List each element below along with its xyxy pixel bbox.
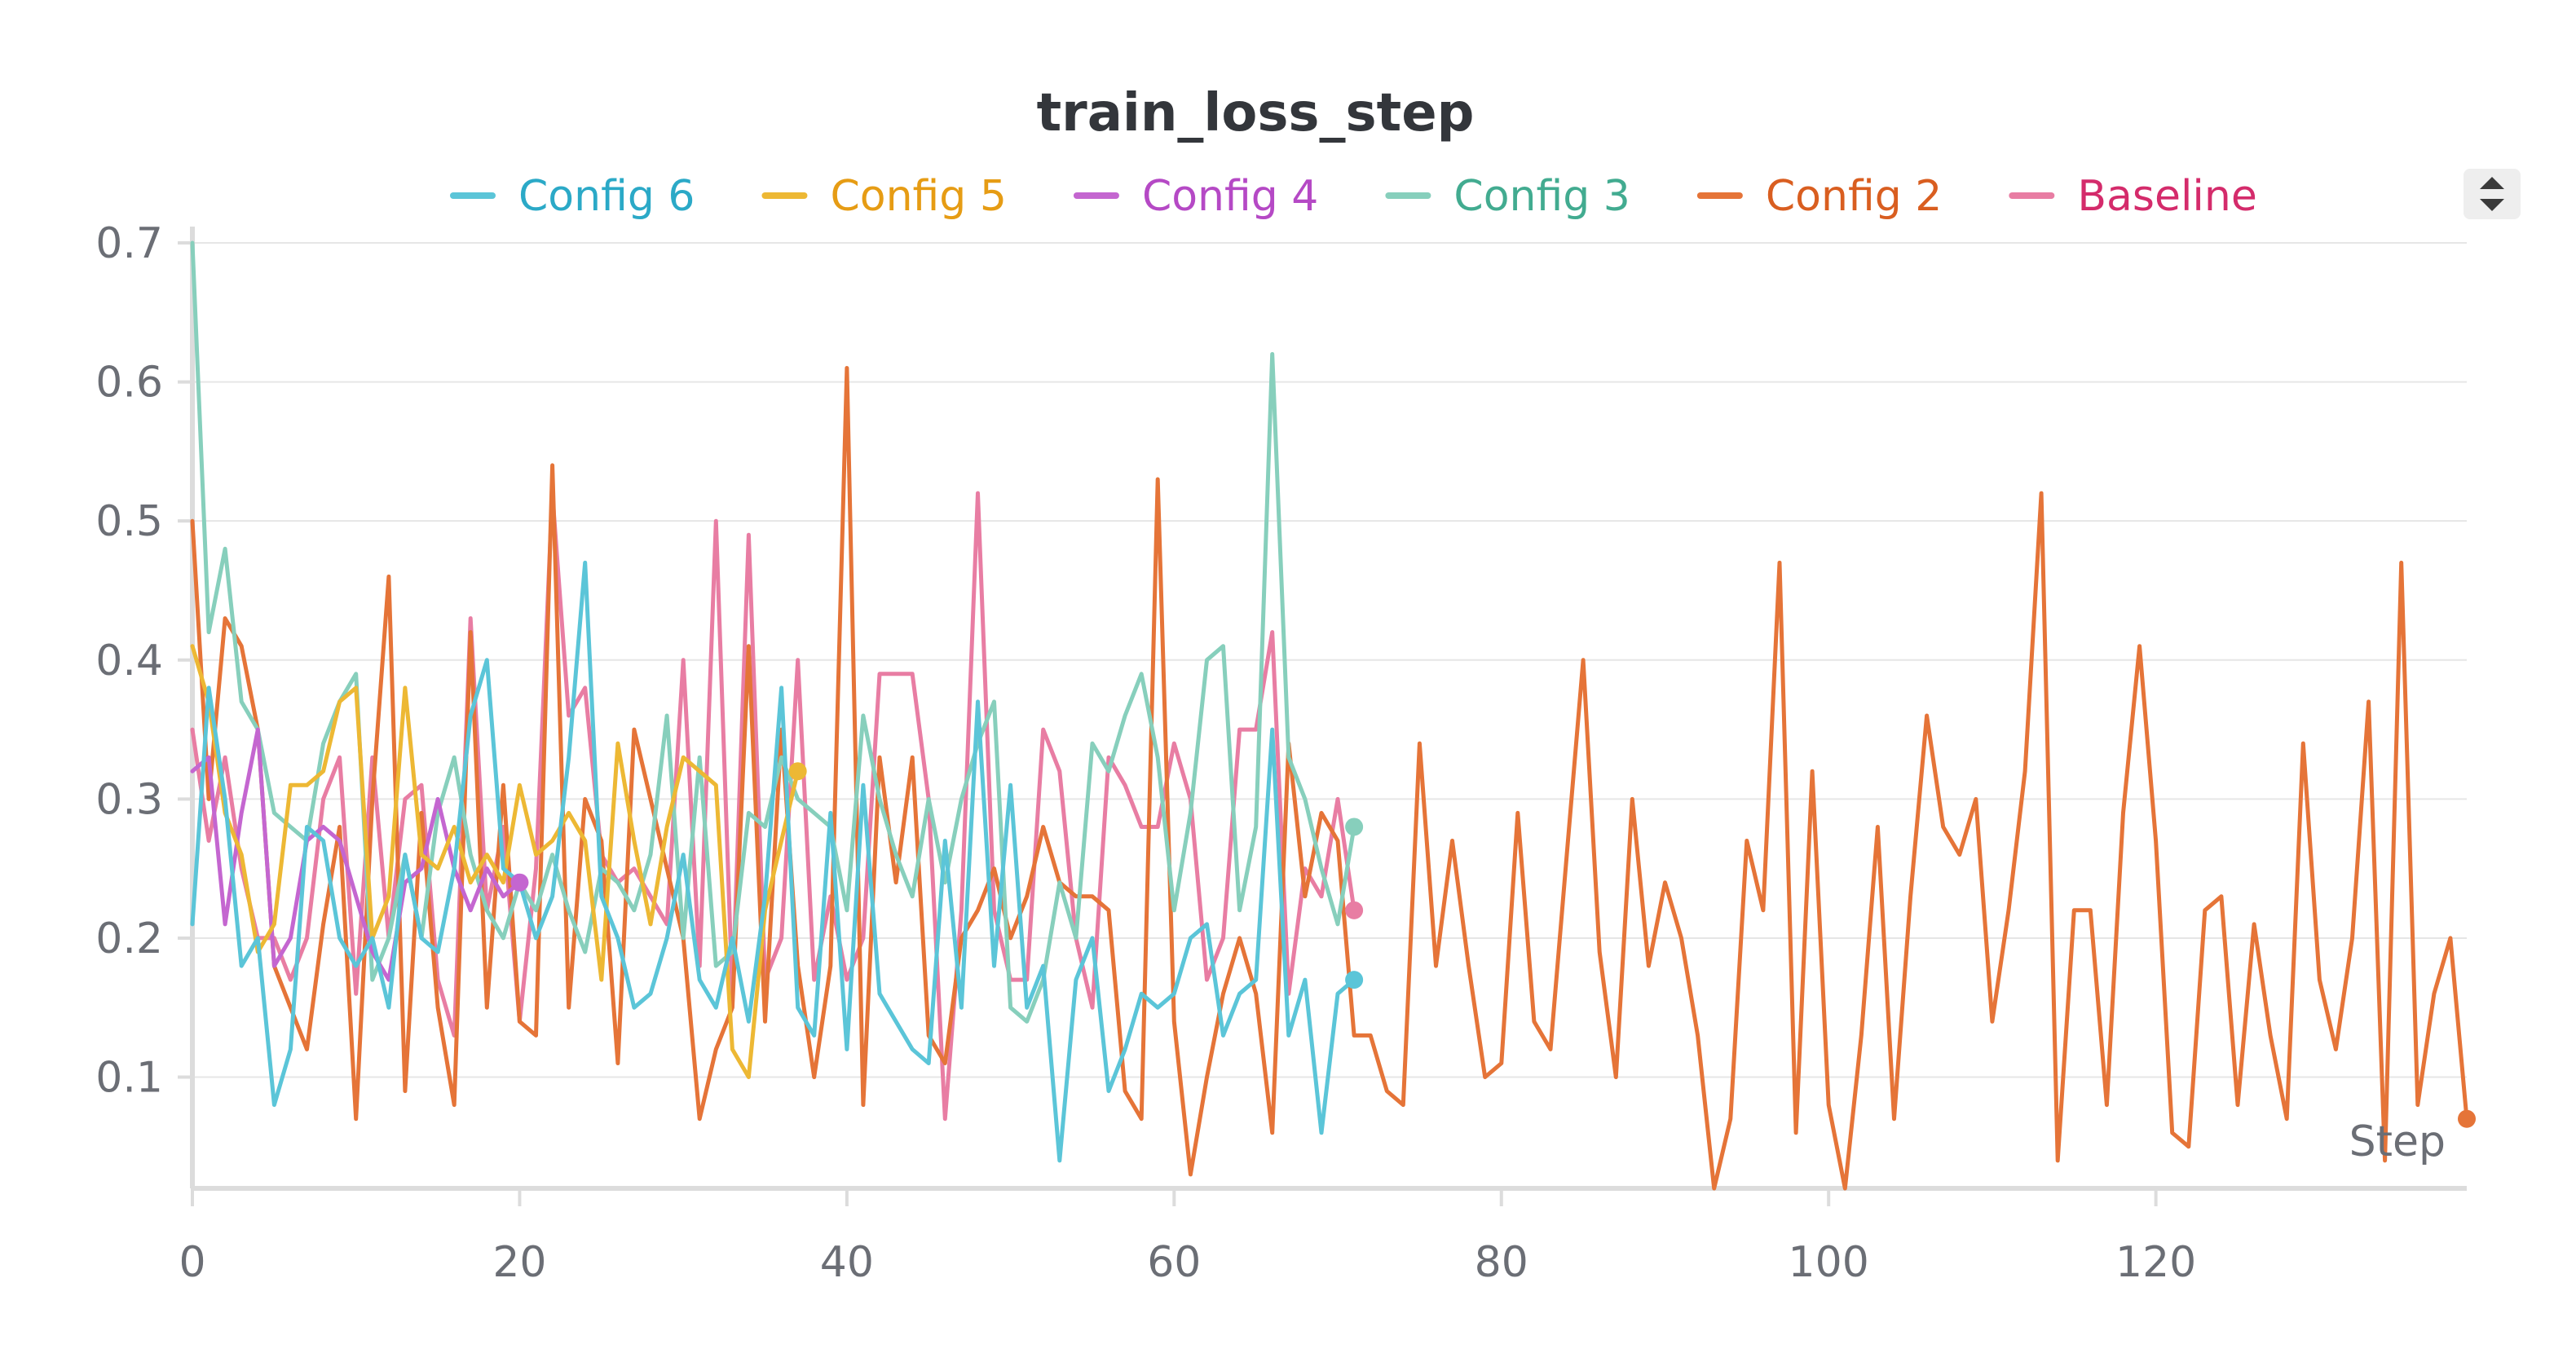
legend-item-baseline[interactable]: Baseline — [2009, 172, 2257, 221]
chevron-up-icon[interactable] — [2480, 177, 2504, 189]
x-tick-label: 20 — [492, 1238, 546, 1287]
legend-label: Config 3 — [1453, 172, 1630, 221]
x-tick-label: 0 — [179, 1238, 205, 1287]
legend-label: Config 5 — [830, 172, 1006, 221]
legend-item-config-3[interactable]: Config 3 — [1385, 172, 1630, 221]
chevron-down-icon[interactable] — [2480, 199, 2504, 211]
y-tick-label: 0.7 — [95, 219, 163, 268]
series-line-config-6 — [190, 560, 1356, 1163]
y-tick-label: 0.1 — [95, 1054, 163, 1103]
series-line-config-5 — [190, 644, 801, 1079]
series-end-point-config-6 — [1345, 971, 1364, 989]
legend-label: Baseline — [2077, 172, 2256, 221]
axes: 0.1 0.2 0.3 0.4 0.5 0.6 0.7 0 20 40 60 80 100 120 — [95, 219, 2467, 1287]
legend-label: Config 2 — [1766, 172, 1942, 221]
grid-lines — [192, 242, 2467, 1078]
y-tick-label: 0.4 — [95, 637, 163, 685]
y-tick-label: 0.2 — [95, 914, 163, 963]
series-end-point-config-4 — [510, 873, 529, 892]
series-end-point-config-5 — [788, 762, 807, 781]
legend-label: Config 6 — [518, 172, 695, 221]
y-tick-label: 0.3 — [95, 775, 163, 824]
x-tick-label: 60 — [1147, 1238, 1201, 1287]
legend-label: Config 4 — [1142, 172, 1318, 221]
legend-item-config-4[interactable]: Config 4 — [1073, 172, 1318, 221]
legend-item-config-6[interactable]: Config 6 — [450, 172, 695, 221]
series-line-config-2 — [190, 366, 2469, 1191]
series-end-point-baseline — [1345, 901, 1364, 919]
x-tick-label: 40 — [820, 1238, 874, 1287]
legend-scroll-toggle-background[interactable] — [2464, 169, 2521, 219]
series-line-config-4 — [190, 727, 522, 982]
legend-item-config-5[interactable]: Config 5 — [761, 172, 1007, 221]
legend-scroll-toggle[interactable] — [2464, 169, 2521, 219]
chart-title: train_loss_step — [1037, 83, 1475, 143]
x-axis-title: Step — [2349, 1117, 2446, 1166]
legend: Config 6 Config 5 Config 4 Config 3 Config 2… — [450, 172, 2257, 221]
x-tick-label: 100 — [1789, 1238, 1869, 1287]
legend-item-config-2[interactable]: Config 2 — [1696, 172, 1942, 221]
series-end-point-config-2 — [2458, 1109, 2476, 1128]
y-tick-label: 0.5 — [95, 497, 163, 546]
x-tick-label: 120 — [2115, 1238, 2196, 1287]
series-end-point-config-3 — [1345, 818, 1364, 836]
y-tick-label: 0.6 — [95, 359, 163, 408]
series-lines — [190, 240, 2476, 1191]
x-tick-label: 80 — [1475, 1238, 1528, 1287]
